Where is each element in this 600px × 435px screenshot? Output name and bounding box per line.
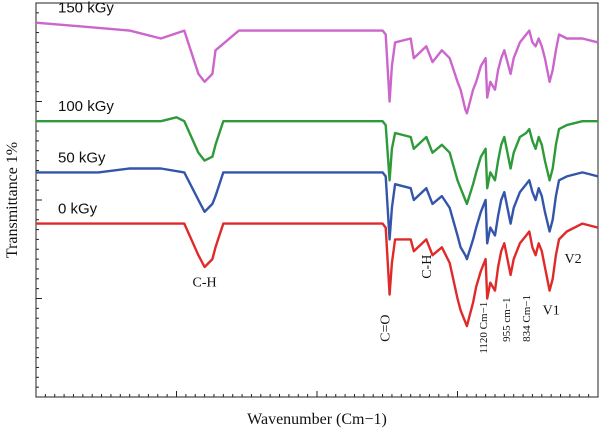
series-line-0-kgy — [36, 222, 599, 328]
series-label-50-kgy: 50 kGy — [58, 149, 106, 166]
series-line-50-kgy — [36, 167, 599, 261]
series-label-150-kgy: 150 kGy — [58, 0, 114, 17]
y-axis-label: Transmittance 1% — [4, 142, 21, 258]
peak-annotation: V1 — [543, 303, 560, 318]
peak-annotation: 834 Cm−1 — [521, 295, 533, 342]
peak-annotation: C-H — [420, 255, 435, 279]
series-label-0-kgy: 0 kGy — [58, 201, 98, 218]
series-line-100-kgy — [36, 116, 598, 206]
x-axis-label: Wavenumber (Cm−1) — [247, 411, 387, 428]
peak-annotation: C=O — [379, 314, 394, 341]
peak-annotation: 955 cm−1 — [501, 297, 513, 341]
peak-annotation: 1120 Cm−1 — [478, 302, 490, 354]
peak-annotation: V2 — [564, 252, 581, 267]
series-label-100-kgy: 100 kGy — [58, 98, 114, 115]
series-line-150-kgy — [35, 21, 599, 115]
peak-annotation: C-H — [193, 276, 217, 291]
